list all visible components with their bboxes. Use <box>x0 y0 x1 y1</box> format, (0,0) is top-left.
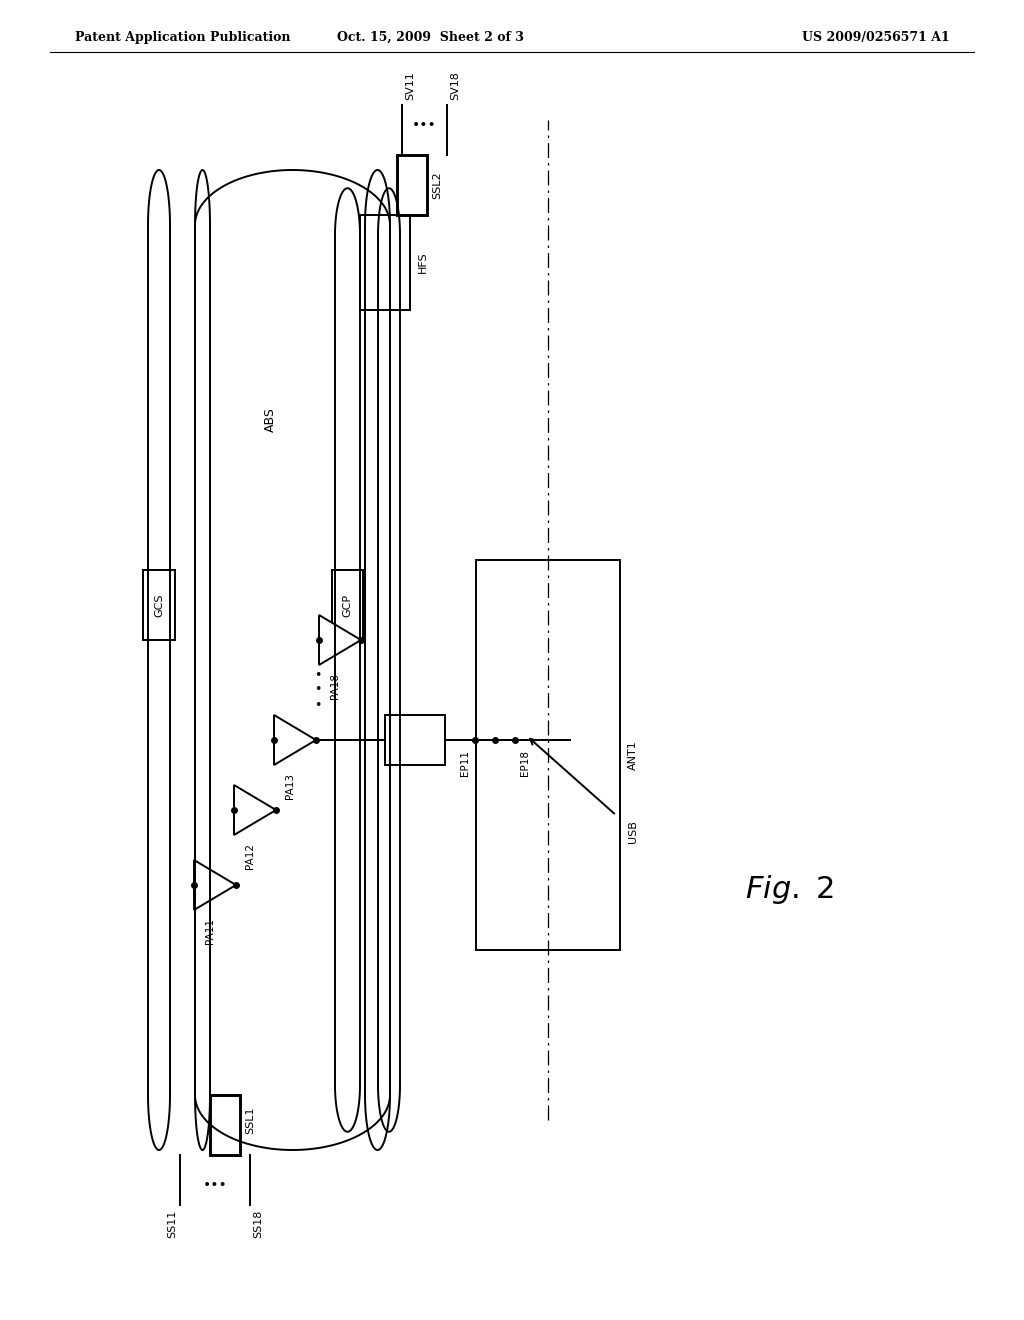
Text: GCP: GCP <box>342 594 352 616</box>
Text: SS18: SS18 <box>253 1210 263 1238</box>
Text: PA13: PA13 <box>285 774 295 799</box>
Text: •••: ••• <box>203 1177 227 1192</box>
Polygon shape <box>332 570 362 640</box>
Polygon shape <box>319 615 361 665</box>
Text: Patent Application Publication: Patent Application Publication <box>75 30 291 44</box>
Polygon shape <box>385 715 445 766</box>
Text: SSL2: SSL2 <box>432 172 442 199</box>
Polygon shape <box>397 154 427 215</box>
Text: SV11: SV11 <box>406 71 415 100</box>
Polygon shape <box>234 785 276 836</box>
Text: SV18: SV18 <box>450 71 460 100</box>
Text: EP18: EP18 <box>520 750 530 776</box>
Polygon shape <box>274 715 316 766</box>
Polygon shape <box>360 215 410 310</box>
Text: Oct. 15, 2009  Sheet 2 of 3: Oct. 15, 2009 Sheet 2 of 3 <box>337 30 523 44</box>
Polygon shape <box>143 570 175 640</box>
Text: ANT1: ANT1 <box>628 741 638 770</box>
Text: GCS: GCS <box>154 593 164 616</box>
Text: PA12: PA12 <box>245 843 255 869</box>
Text: ABS: ABS <box>263 408 276 433</box>
Text: •••: ••• <box>412 117 437 132</box>
Polygon shape <box>476 560 620 950</box>
Text: PA11: PA11 <box>205 917 215 944</box>
Text: USB: USB <box>629 821 638 843</box>
Text: $\it{Fig.}\ 2$: $\it{Fig.}\ 2$ <box>745 874 835 907</box>
Polygon shape <box>194 861 236 909</box>
Text: SSL1: SSL1 <box>245 1106 255 1134</box>
Text: EP11: EP11 <box>460 750 470 776</box>
Text: SS11: SS11 <box>167 1210 177 1238</box>
Text: •
•
•: • • • <box>313 668 322 711</box>
Polygon shape <box>210 1096 240 1155</box>
Text: US 2009/0256571 A1: US 2009/0256571 A1 <box>802 30 950 44</box>
Text: HFS: HFS <box>418 252 428 273</box>
Text: PA18: PA18 <box>330 673 340 700</box>
